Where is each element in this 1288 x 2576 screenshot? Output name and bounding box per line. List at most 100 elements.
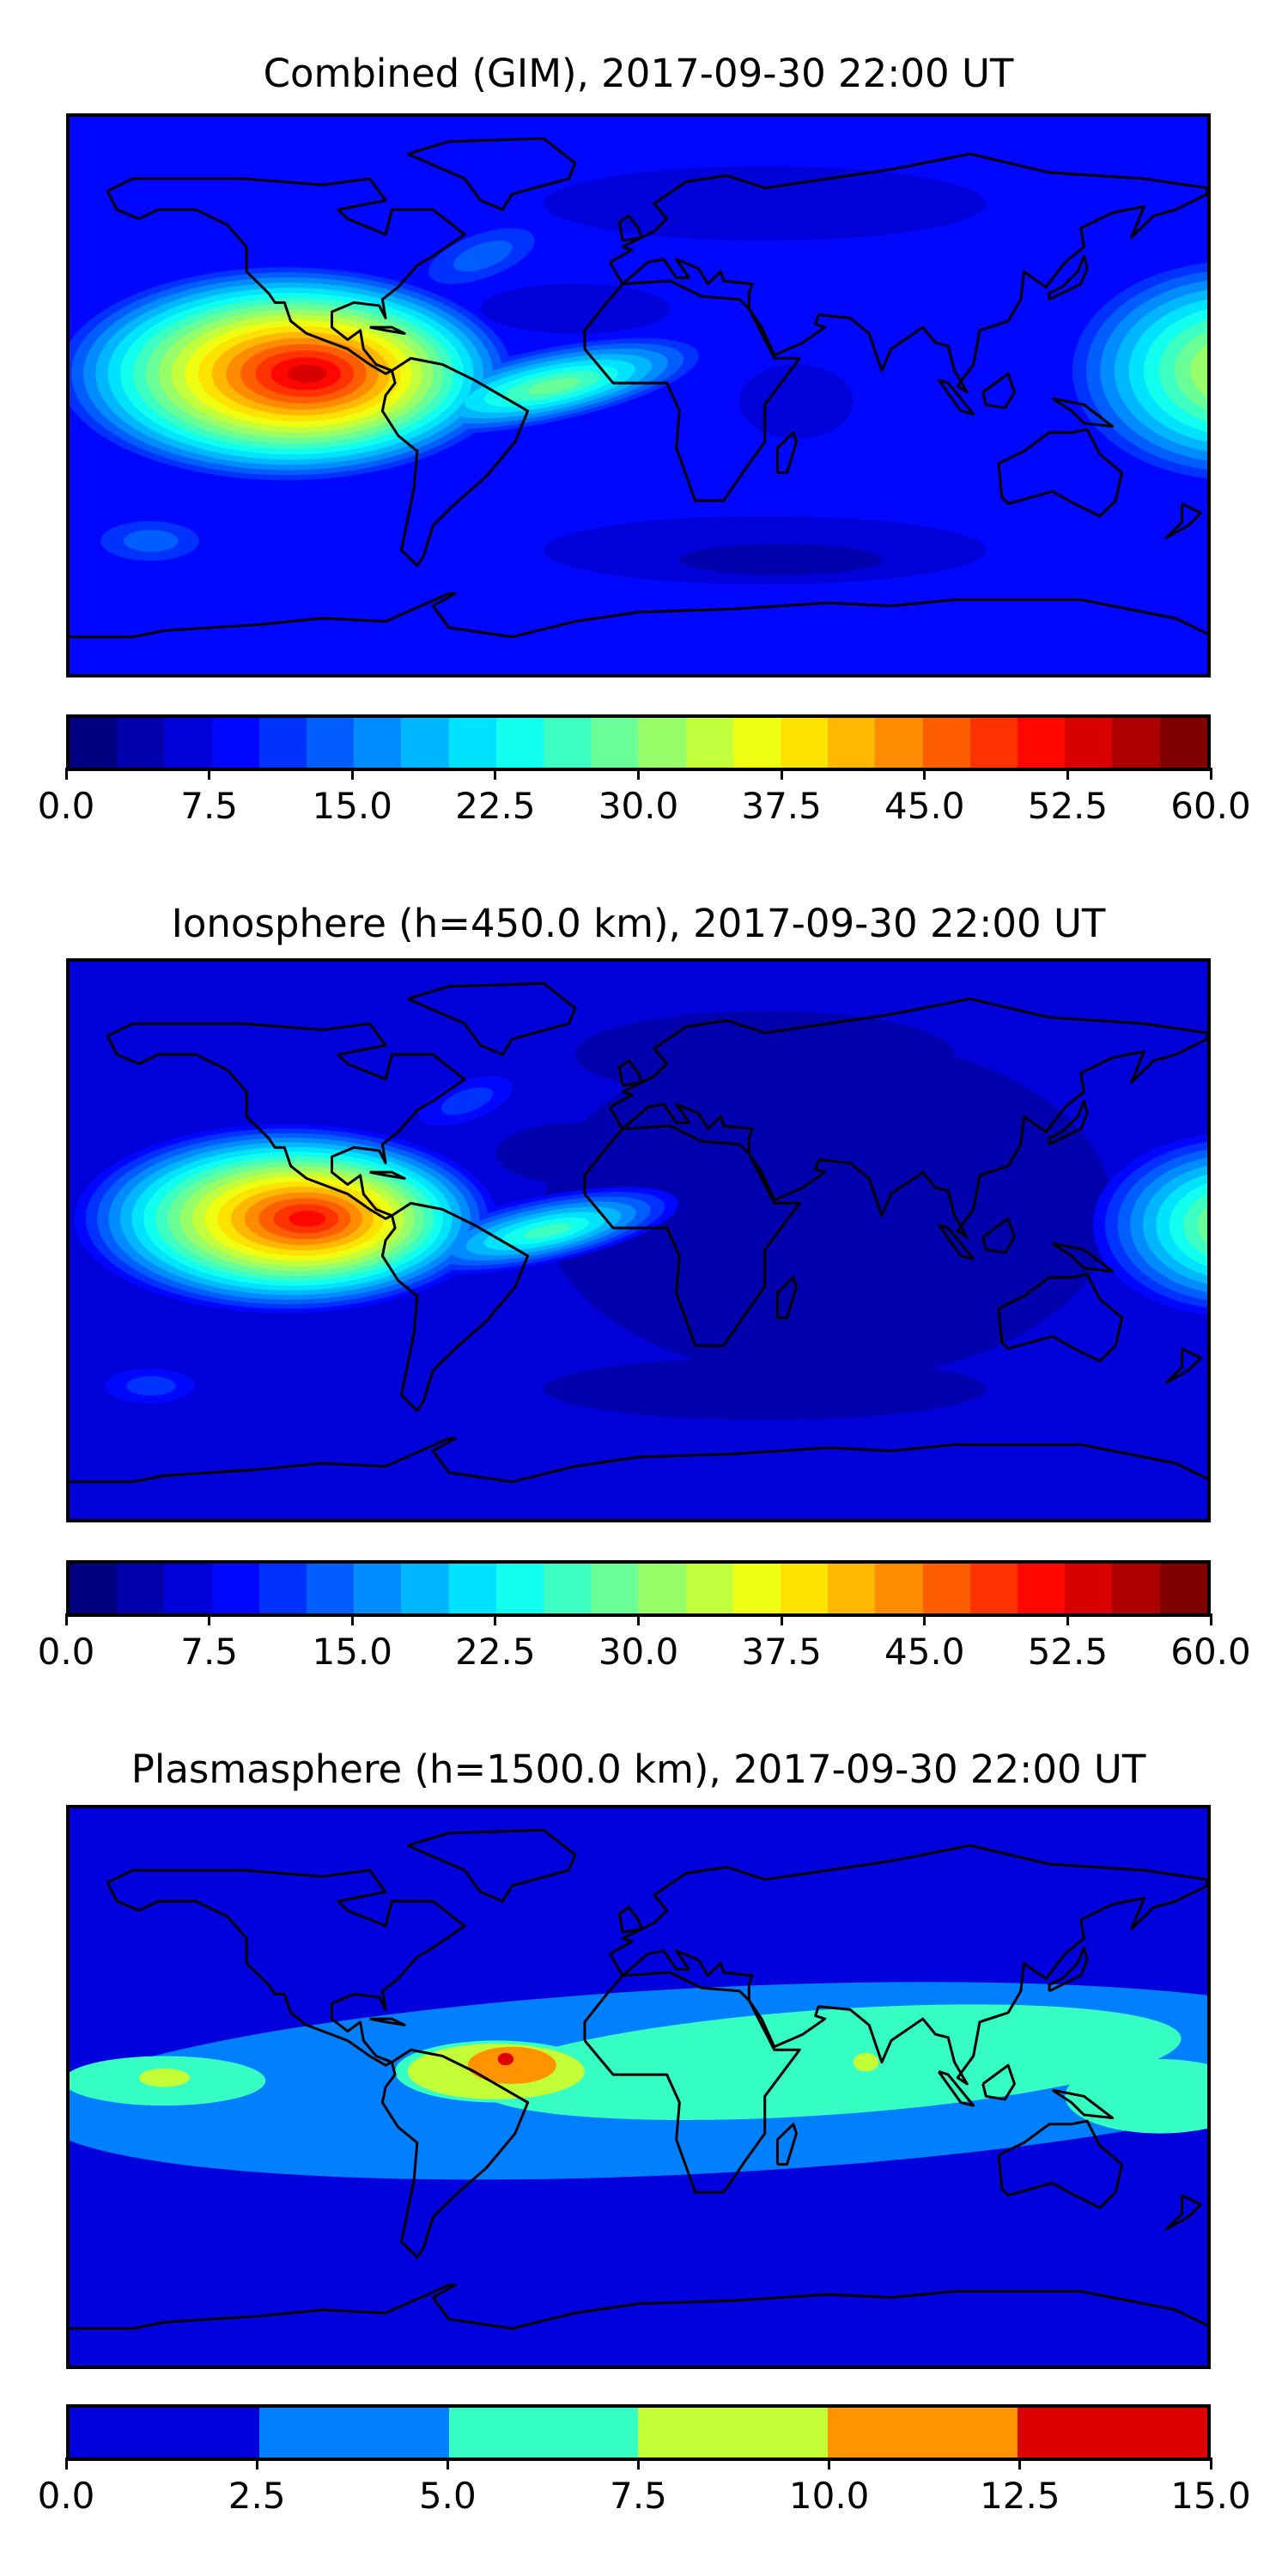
contour-band — [440, 1087, 494, 1115]
coastline-madagascar — [777, 2124, 796, 2165]
tick-label: 0.0 — [37, 2475, 95, 2517]
tick-mark — [64, 768, 68, 780]
tick-label: 37.5 — [741, 785, 822, 827]
colorbar-cell — [495, 1564, 544, 1613]
colorbar-cell — [258, 2408, 449, 2458]
colorbar-cell — [828, 2408, 1018, 2458]
coastline-japan — [1049, 1947, 1087, 1990]
coastline-new-guinea — [1053, 398, 1113, 426]
tick-mark — [923, 768, 927, 780]
tick-mark — [446, 2458, 449, 2470]
tick-label: 37.5 — [741, 1631, 822, 1673]
contour-band — [1190, 343, 1207, 398]
colorbar-cell — [354, 718, 402, 768]
coastline-borneo — [983, 2065, 1015, 2099]
coastline-borneo — [983, 1218, 1015, 1253]
map-plasmasphere — [66, 1805, 1211, 2369]
contour-band — [1197, 1206, 1207, 1244]
coastline-south-america — [382, 2050, 527, 2257]
colorbar-cell — [781, 1564, 829, 1613]
coastline-africa — [585, 1126, 799, 1346]
tick-mark — [350, 1613, 354, 1625]
tick-mark — [494, 768, 497, 780]
colorbar-cell — [544, 1564, 592, 1613]
coastline-britain — [619, 1907, 641, 1932]
coastline-cuba — [370, 327, 404, 333]
coastline-north-america — [107, 179, 465, 374]
tick-label: 22.5 — [455, 785, 536, 827]
colorbar-cell — [401, 718, 449, 768]
coastline-cuba — [370, 1172, 404, 1178]
tick-mark — [637, 1613, 640, 1625]
tick-mark — [828, 2458, 831, 2470]
colorbar-cell — [875, 718, 923, 768]
tick-mark — [494, 1613, 497, 1625]
contour-map-ionosphere — [70, 962, 1207, 1519]
colorbar-cell — [495, 718, 544, 768]
tick-label: 2.5 — [228, 2475, 286, 2517]
coastline-antarctica — [70, 593, 1207, 636]
coastline-australia — [999, 1274, 1122, 1361]
panel-title-combined: Combined (GIM), 2017-09-30 22:00 UT — [263, 51, 1014, 96]
tick-label: 30.0 — [598, 1631, 679, 1673]
colorbar-cell — [1018, 2408, 1207, 2458]
tick-mark — [780, 1613, 783, 1625]
tick-label: 52.5 — [1027, 1631, 1109, 1673]
tick-mark — [637, 2458, 640, 2470]
coastline-britain — [619, 1060, 641, 1085]
tick-label: 45.0 — [884, 1631, 965, 1673]
coastline-sumatra — [939, 1224, 973, 1259]
coastline-antarctica — [70, 2285, 1207, 2328]
tick-label: 15.0 — [1170, 2475, 1251, 2517]
contour-band — [289, 1210, 325, 1227]
tick-mark — [64, 1613, 68, 1625]
colorbar-cell — [70, 718, 118, 768]
contour-band — [544, 166, 987, 241]
colorbar-cell — [448, 1564, 496, 1613]
coastline-japan — [1049, 256, 1087, 299]
colorbar-ticks-combined: 0.0 7.5 15.0 22.5 30.0 37.5 45.0 52.5 60.0 — [38, 768, 1251, 836]
tick-mark — [1209, 1613, 1212, 1625]
colorbar-cell — [1112, 718, 1160, 768]
tick-label: 15.0 — [312, 785, 392, 827]
colorbar-cell — [164, 1564, 212, 1613]
coastline-new-zealand — [1166, 1349, 1200, 1383]
colorbar-cell — [828, 1564, 876, 1613]
coastline-greenland — [408, 1830, 575, 1901]
panel-title-ionosphere: Ionosphere (h=450.0 km), 2017-09-30 22:0… — [171, 901, 1106, 946]
contour-band — [574, 1011, 955, 1098]
colorbar-cell — [638, 1564, 686, 1613]
coastline-borneo — [983, 374, 1015, 408]
colorbar-cell — [307, 1564, 355, 1613]
colorbar-cell — [448, 718, 496, 768]
colorbar-cell — [1065, 1564, 1113, 1613]
tick-label: 7.5 — [180, 785, 239, 827]
tick-mark — [1209, 768, 1212, 780]
tick-mark — [255, 2458, 258, 2470]
contour-band — [475, 2004, 1182, 2120]
colorbar-cell — [164, 718, 212, 768]
colorbar-cell — [211, 718, 259, 768]
contour-band — [1182, 1193, 1207, 1256]
colorbar-plasmasphere — [66, 2404, 1211, 2461]
colorbar-cell — [307, 718, 355, 768]
tick-label: 60.0 — [1170, 785, 1251, 827]
coastline-australia — [999, 2121, 1122, 2208]
tick-label: 0.0 — [37, 785, 95, 827]
tick-label: 30.0 — [598, 785, 679, 827]
coastline-antarctica — [70, 1438, 1207, 1481]
coastline-australia — [999, 429, 1122, 516]
coastline-eurasia — [610, 154, 1207, 392]
colorbar-cell — [1065, 718, 1113, 768]
coastline-madagascar — [777, 1278, 796, 1318]
tick-label: 12.5 — [980, 2475, 1060, 2517]
contour-band — [739, 364, 854, 439]
tick-mark — [1018, 2458, 1022, 2470]
colorbar-cell — [354, 1564, 402, 1613]
coastline-cuba — [370, 2019, 404, 2025]
colorbar-cell — [875, 1564, 923, 1613]
colorbar-cell — [638, 2408, 829, 2458]
contour-band — [527, 378, 580, 395]
tick-label: 52.5 — [1027, 785, 1109, 827]
colorbar-cell — [1159, 718, 1207, 768]
